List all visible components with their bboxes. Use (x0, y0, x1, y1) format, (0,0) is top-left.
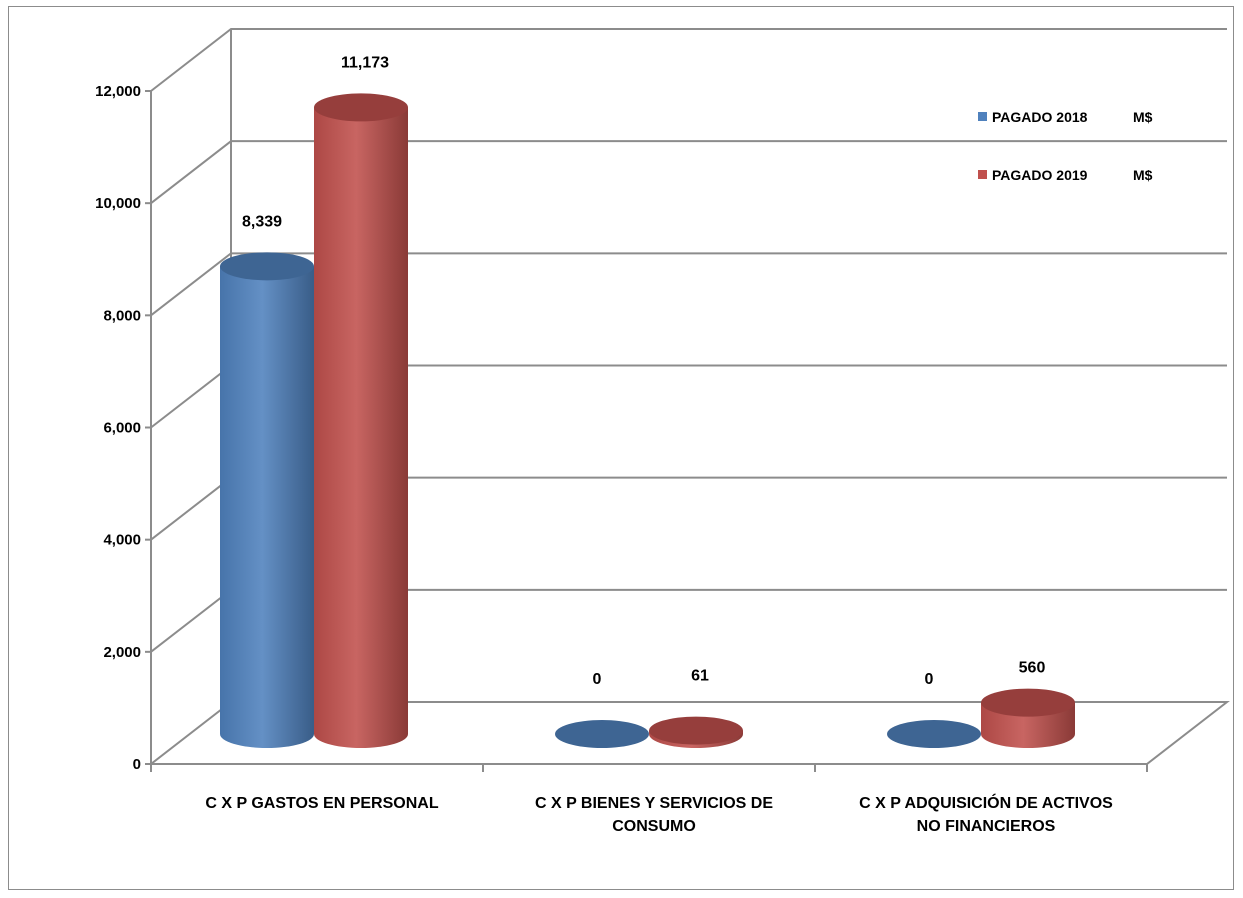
data-label: 560 (1019, 660, 1046, 677)
y-tick-label: 0 (133, 756, 141, 773)
y-tick-label: 12,000 (95, 83, 141, 100)
gridline (150, 252, 1227, 317)
y-tick-label: 4,000 (103, 532, 141, 549)
category-label: C X P BIENES Y SERVICIOS DE (535, 795, 773, 812)
data-label: 61 (691, 668, 709, 685)
y-tick-label: 2,000 (103, 644, 141, 661)
bar-top (887, 720, 981, 748)
data-label: 8,339 (242, 213, 282, 230)
legend-label: PAGADO 2019 (992, 167, 1088, 183)
y-tick-label: 6,000 (103, 420, 141, 437)
bar-top (981, 688, 1075, 717)
bar-body (220, 266, 314, 748)
category-label: CONSUMO (612, 818, 696, 835)
legend-label: PAGADO 2018 (992, 109, 1088, 125)
bar-1-1 (649, 716, 743, 748)
legend-swatch (978, 170, 987, 179)
bar-chart: 0 2,000 4,000 6,000 8,000 10,000 12,000 C X P G… (95, 28, 1230, 835)
data-labels: 8,339 0 0 11,173 61 560 (242, 54, 1045, 688)
legend-swatch (978, 112, 987, 121)
bar-top (555, 720, 649, 748)
bar-top (220, 252, 314, 281)
axes: 0 2,000 4,000 6,000 8,000 10,000 12,000 C X P G… (95, 83, 1148, 835)
chart-frame: 0 2,000 4,000 6,000 8,000 10,000 12,000 C X P G… (8, 6, 1234, 890)
legend-unit: M$ (1133, 167, 1153, 183)
bar-0-0 (220, 252, 314, 748)
data-label: 0 (593, 671, 602, 688)
bar-body (314, 107, 408, 748)
y-tick-label: 8,000 (103, 307, 141, 324)
category-label: NO FINANCIEROS (917, 818, 1056, 835)
bar-top (649, 716, 743, 745)
bar-0-1 (555, 720, 649, 748)
category-label: C X P GASTOS EN PERSONAL (205, 795, 438, 812)
gridline (150, 140, 1227, 204)
bar-1-2 (981, 688, 1075, 748)
bar-0-2 (887, 720, 981, 748)
gridline (150, 28, 1227, 92)
legend: PAGADO 2018 M$ PAGADO 2019 M$ (978, 109, 1153, 183)
legend-unit: M$ (1133, 109, 1153, 125)
bar-top (314, 93, 408, 122)
category-label: C X P ADQUISICIÓN DE ACTIVOS (859, 793, 1113, 812)
y-tick-label: 10,000 (95, 195, 141, 212)
bar-1-0 (314, 93, 408, 748)
data-label: 0 (925, 671, 934, 688)
bars (220, 93, 1075, 748)
data-label: 11,173 (341, 54, 389, 71)
